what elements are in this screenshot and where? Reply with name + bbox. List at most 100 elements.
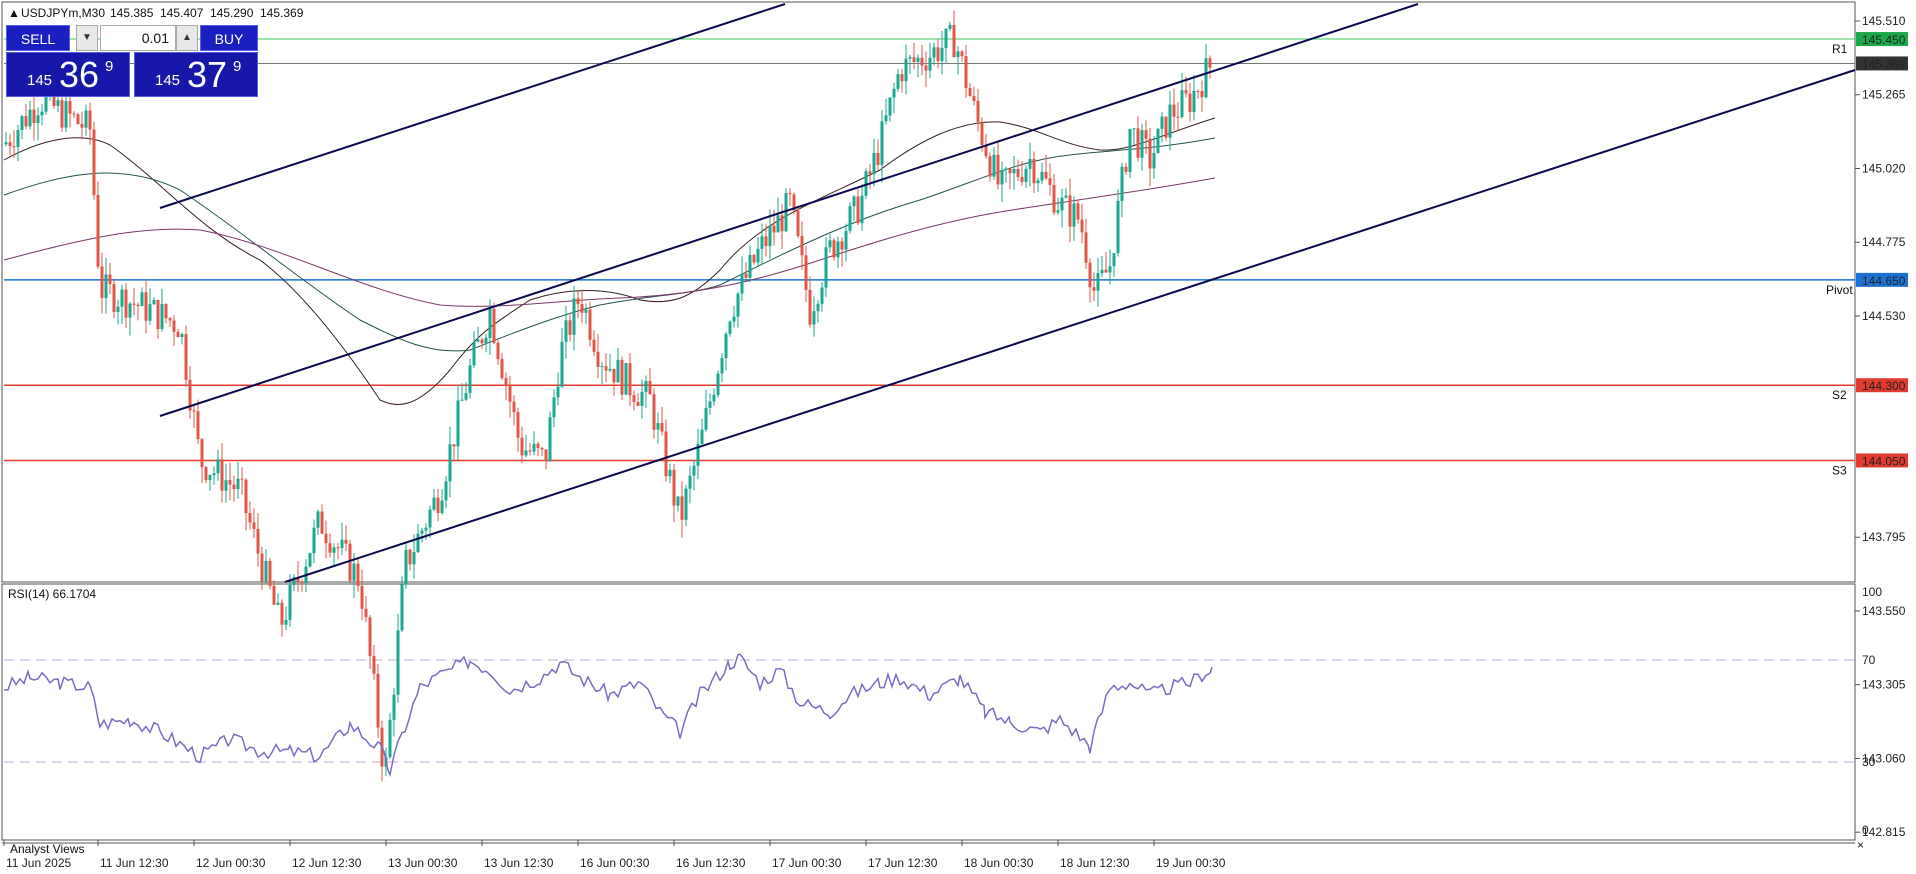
candle-body <box>68 101 72 114</box>
candle-body <box>876 152 880 165</box>
channel-lower-line[interactable] <box>284 69 1856 583</box>
candle-body <box>1096 273 1100 291</box>
candle-body <box>44 96 48 112</box>
sell-price-main: 36 <box>59 54 100 95</box>
candle-body <box>948 24 952 29</box>
candle-body <box>620 359 624 395</box>
price-tick-label: 145.510 <box>1862 14 1906 28</box>
candle-body <box>632 395 636 402</box>
trend-channel[interactable] <box>159 3 1856 583</box>
candle-body <box>492 308 496 343</box>
candle-body <box>1040 171 1044 181</box>
candle-body <box>192 410 196 412</box>
candle-body <box>976 100 980 122</box>
candle-body <box>1184 90 1188 94</box>
candle-body <box>700 429 704 444</box>
candle-body <box>568 320 572 335</box>
candle-body <box>16 130 20 148</box>
candle-body <box>468 365 472 394</box>
buy-price-main: 37 <box>187 54 228 95</box>
candle-body <box>752 255 756 263</box>
candle-body <box>1188 93 1192 113</box>
candle-body <box>1140 130 1144 158</box>
candle-body <box>696 443 700 466</box>
candle-body <box>916 57 920 62</box>
lot-decrease-icon[interactable]: ▼ <box>76 25 98 51</box>
candle-body <box>408 549 412 565</box>
price-label-box <box>1856 453 1908 468</box>
candle-body <box>864 171 868 196</box>
candle-body <box>1124 166 1128 172</box>
main-chart-frame <box>1 1 1856 583</box>
price-tick-label: 143.795 <box>1862 530 1906 544</box>
buy-button[interactable]: BUY <box>200 25 258 51</box>
candle-body <box>988 156 992 177</box>
candlestick-series[interactable] <box>4 10 1212 782</box>
level-label-pivot: Pivot <box>1826 283 1853 297</box>
tab-close-icon[interactable]: × <box>1857 838 1864 852</box>
candle-body <box>404 549 408 585</box>
candle-body <box>60 100 64 128</box>
candle-body <box>256 528 260 554</box>
candle-body <box>1032 158 1036 184</box>
candle-body <box>424 527 428 531</box>
sell-price-big: 145 <box>27 72 53 89</box>
time-axis[interactable]: 11 Jun 2025 11 Jun 12:30 12 Jun 00:30 12 Ju… <box>3 840 1226 870</box>
candle-body <box>904 58 908 82</box>
candle-body <box>836 241 840 258</box>
buy-price-box[interactable]: 145 37 9 <box>134 52 258 97</box>
sell-price-sup: 9 <box>105 58 114 75</box>
candle-body <box>120 289 124 307</box>
sell-button[interactable]: SELL <box>6 25 70 51</box>
candle-body <box>1156 128 1160 154</box>
candle-body <box>792 194 796 211</box>
time-tick-label: 16 Jun 00:30 <box>580 856 650 870</box>
analyst-views-tab[interactable]: Analyst Views <box>10 842 84 856</box>
candle-body <box>1092 287 1096 291</box>
lot-increase-icon[interactable]: ▲ <box>176 25 198 51</box>
chart-header-arrow[interactable]: ▲ <box>8 6 20 20</box>
rsi-axis: 100 70 30 0 <box>1862 585 1882 837</box>
candle-body <box>300 581 304 584</box>
channel-middle-line[interactable] <box>159 3 1419 417</box>
candle-body <box>608 368 612 371</box>
lot-size-input[interactable]: 0.01 <box>100 25 176 51</box>
candle-body <box>260 553 264 582</box>
channel-upper-line[interactable] <box>159 3 786 209</box>
sell-price-box[interactable]: 145 36 9 <box>6 52 130 97</box>
candle-body <box>1104 269 1108 273</box>
ma-slow-line <box>3 177 1216 307</box>
candle-body <box>1192 90 1196 113</box>
candle-body <box>348 543 352 581</box>
price-label-text: 144.050 <box>1862 454 1906 468</box>
candle-body <box>496 342 500 359</box>
candle-body <box>720 358 724 374</box>
candle-body <box>376 673 380 728</box>
candle-body <box>1112 253 1116 267</box>
candle-body <box>1060 197 1064 211</box>
candle-body <box>40 111 44 116</box>
candle-body <box>748 255 752 278</box>
candle-body <box>436 497 440 513</box>
candle-body <box>472 341 476 366</box>
candle-body <box>544 449 548 462</box>
candle-body <box>964 56 968 89</box>
candle-body <box>8 142 12 147</box>
candle-body <box>940 47 944 62</box>
candle-body <box>736 293 740 317</box>
candle-body <box>508 385 512 402</box>
candle-body <box>956 51 960 58</box>
price-tick-label: 143.305 <box>1862 678 1906 692</box>
candle-body <box>480 339 484 344</box>
candle-body <box>1056 210 1060 213</box>
candle-body <box>1020 176 1024 182</box>
candle-body <box>672 469 676 506</box>
candle-body <box>272 585 276 605</box>
candle-body <box>580 304 584 313</box>
candle-body <box>1176 116 1180 118</box>
candle-body <box>452 444 456 447</box>
price-tick-label: 143.550 <box>1862 604 1906 618</box>
candle-body <box>264 560 268 582</box>
price-axis[interactable]: 145.510 145.265 145.020 144.775 144.530 143.7… <box>1855 14 1906 839</box>
